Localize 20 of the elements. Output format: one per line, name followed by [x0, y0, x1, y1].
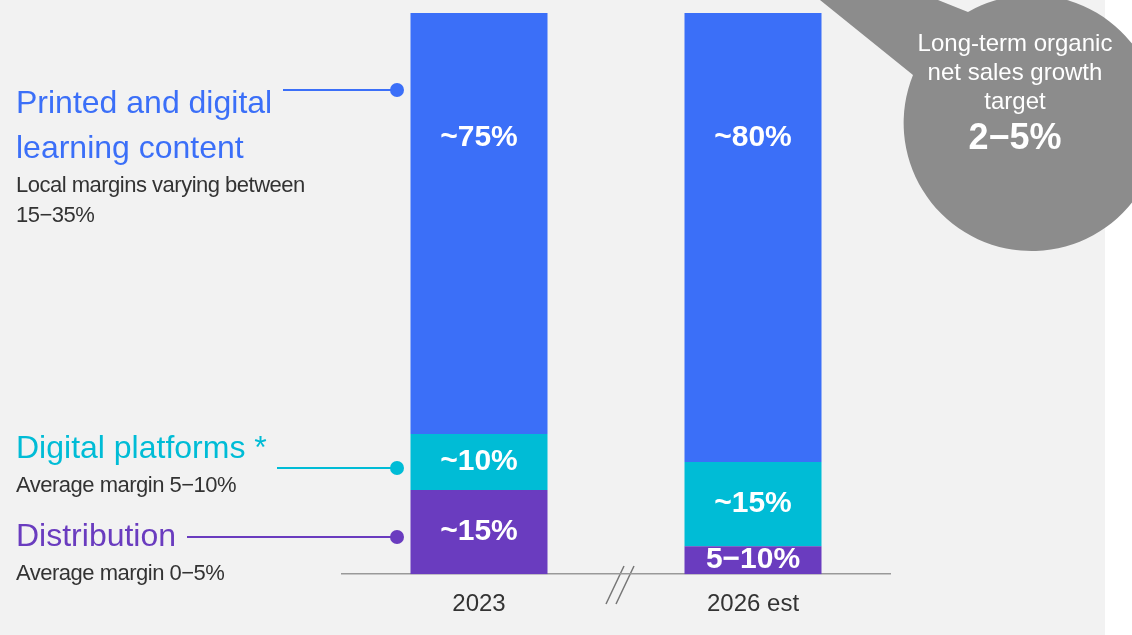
x-tick-label: 2023 — [452, 589, 506, 617]
bar — [410, 490, 548, 575]
data-label: ~75% — [440, 119, 518, 153]
data-label: 5−10% — [705, 541, 801, 575]
bar — [410, 13, 548, 434]
bar — [684, 461, 822, 547]
text: Average margin 5−10% — [16, 471, 238, 499]
text: 2−5% — [967, 115, 1063, 159]
legend-label: Digital platforms * — [16, 429, 267, 465]
data-label: ~80% — [714, 119, 792, 153]
data-label: ~10% — [440, 443, 518, 477]
text: Local margins varying between 15−35% — [16, 171, 306, 229]
data-label: ~15% — [440, 513, 518, 547]
text: Average margin 0−5% — [16, 559, 226, 587]
data-label: ~15% — [714, 485, 792, 519]
x-tick-label: 2026 est — [706, 589, 800, 617]
text: Distribution — [16, 517, 177, 553]
text: Long-term organic net sales growth target — [916, 28, 1114, 115]
legend-label: Printed and digital learning content — [16, 84, 273, 165]
bar — [410, 433, 548, 491]
